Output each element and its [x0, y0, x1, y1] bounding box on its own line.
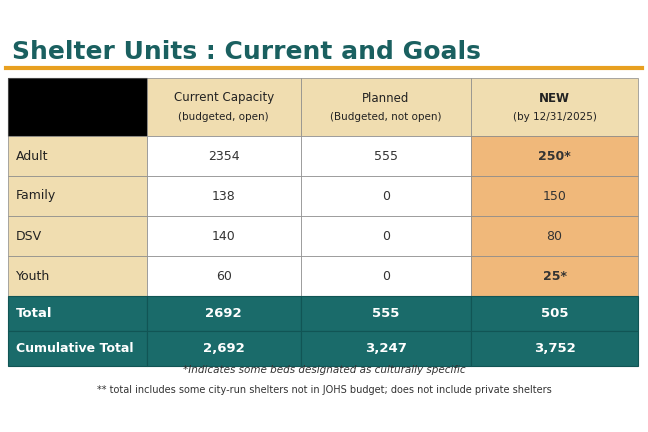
- Text: 2692: 2692: [205, 307, 242, 320]
- Text: *Indicates some beds designated as culturally specific: *Indicates some beds designated as cultu…: [183, 365, 465, 375]
- Text: 3,247: 3,247: [365, 342, 407, 355]
- Text: 138: 138: [212, 190, 236, 203]
- Text: 555: 555: [373, 307, 400, 320]
- Text: 150: 150: [542, 190, 566, 203]
- Text: Current Capacity: Current Capacity: [174, 92, 274, 105]
- Text: (by 12/31/2025): (by 12/31/2025): [513, 112, 596, 122]
- Text: 140: 140: [212, 229, 236, 242]
- Text: Adult: Adult: [16, 149, 49, 162]
- Text: 80: 80: [546, 229, 562, 242]
- Text: 250*: 250*: [538, 149, 571, 162]
- Text: Youth: Youth: [16, 270, 51, 283]
- Text: 0: 0: [382, 190, 390, 203]
- Text: NEW: NEW: [539, 92, 570, 105]
- Text: Family: Family: [16, 190, 56, 203]
- Text: Total: Total: [16, 307, 52, 320]
- Text: (budgeted, open): (budgeted, open): [178, 112, 269, 122]
- Text: 0: 0: [382, 270, 390, 283]
- Text: 505: 505: [541, 307, 568, 320]
- Text: 3,752: 3,752: [534, 342, 575, 355]
- Text: 2,692: 2,692: [203, 342, 245, 355]
- Text: (Budgeted, not open): (Budgeted, not open): [330, 112, 442, 122]
- Text: 60: 60: [216, 270, 232, 283]
- Text: Cumulative Total: Cumulative Total: [16, 342, 133, 355]
- Text: Shelter Units : Current and Goals: Shelter Units : Current and Goals: [12, 40, 481, 64]
- Text: Planned: Planned: [362, 92, 410, 105]
- Text: 555: 555: [374, 149, 398, 162]
- Text: 0: 0: [382, 229, 390, 242]
- Text: ** total includes some city-run shelters not in JOHS budget; does not include pr: ** total includes some city-run shelters…: [97, 385, 551, 395]
- Text: 25*: 25*: [542, 270, 566, 283]
- Text: 2354: 2354: [208, 149, 240, 162]
- Text: DSV: DSV: [16, 229, 42, 242]
